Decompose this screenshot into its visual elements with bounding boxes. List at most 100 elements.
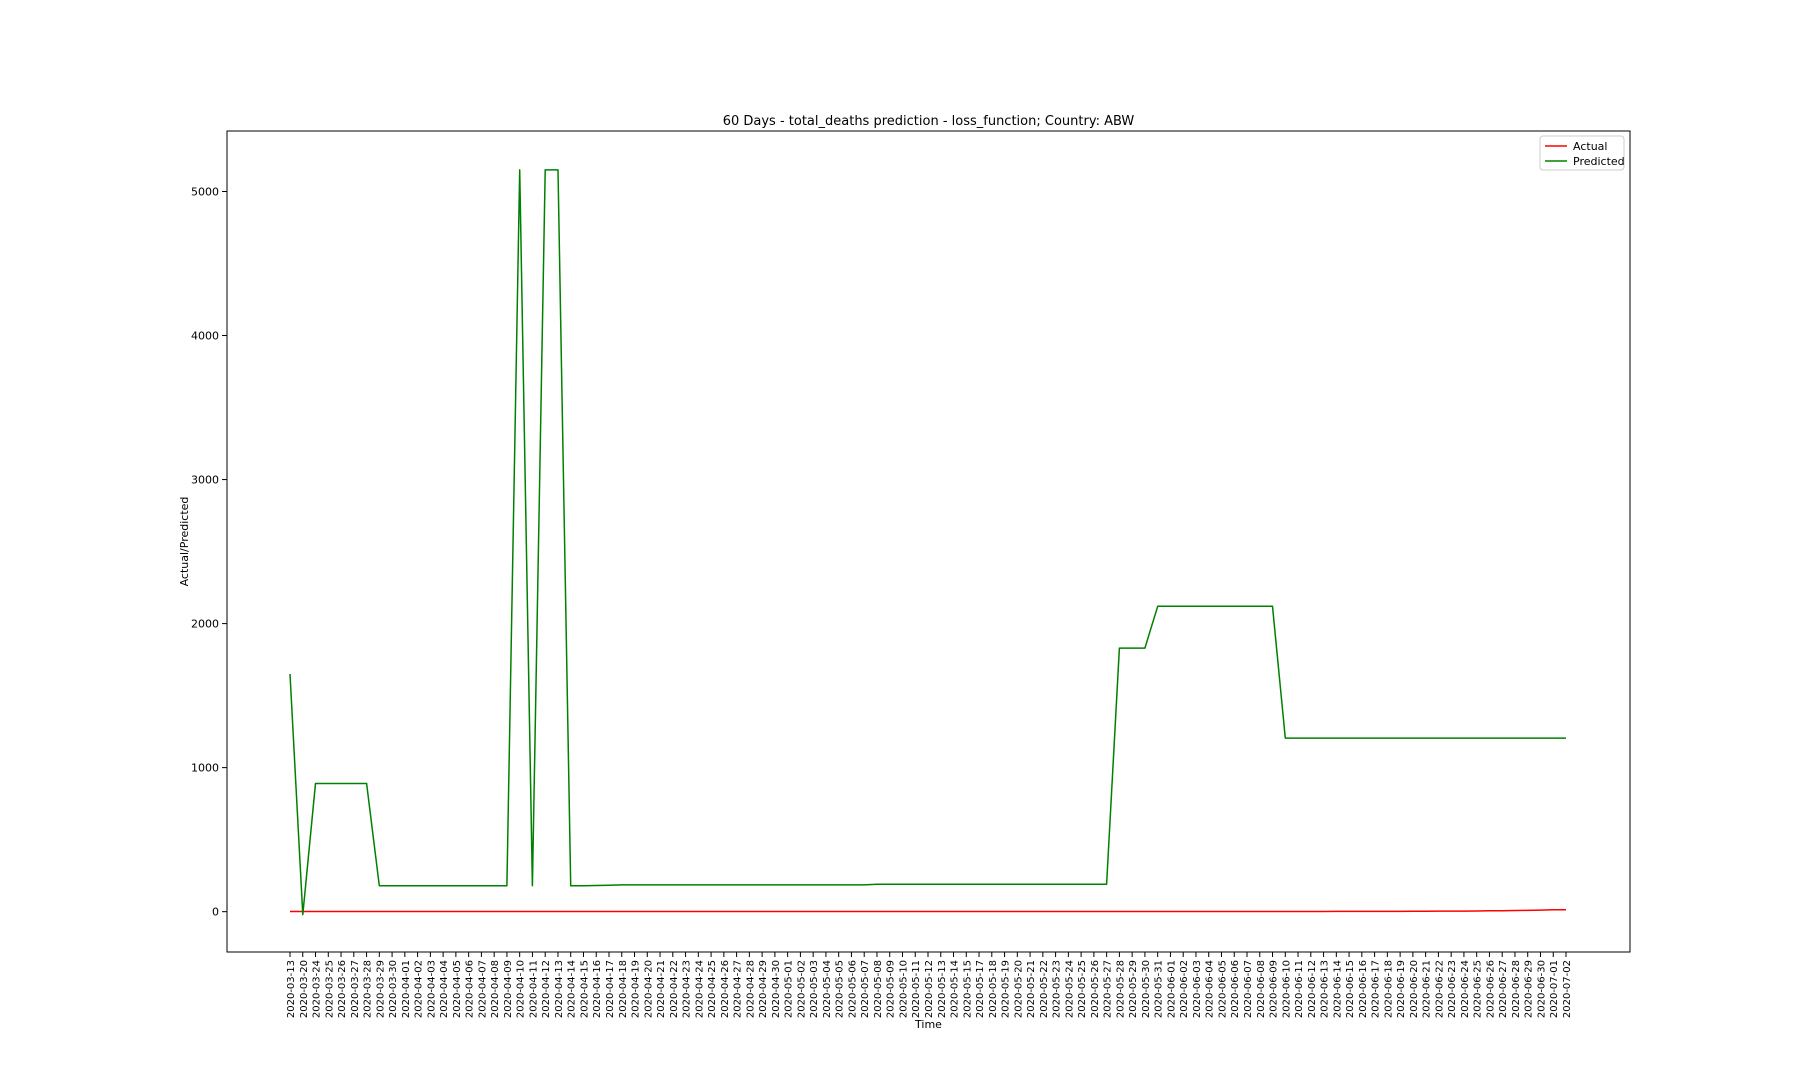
x-tick-label: 2020-04-14 (567, 960, 578, 1018)
x-tick-label: 2020-06-22 (1434, 960, 1445, 1018)
x-tick-label: 2020-04-13 (554, 960, 565, 1018)
x-tick-label: 2020-05-04 (822, 960, 833, 1018)
x-tick-label: 2020-05-24 (1064, 960, 1075, 1018)
y-tick-label: 1000 (191, 762, 219, 775)
x-tick-label: 2020-06-23 (1447, 960, 1458, 1018)
x-tick-label: 2020-05-11 (911, 960, 922, 1018)
x-tick-label: 2020-06-24 (1460, 960, 1471, 1018)
x-tick-label: 2020-06-07 (1243, 960, 1254, 1018)
x-tick-label: 2020-05-02 (796, 960, 807, 1018)
x-tick-label: 2020-06-20 (1409, 960, 1420, 1018)
x-tick-label: 2020-03-30 (388, 960, 399, 1018)
x-tick-label: 2020-05-21 (1026, 960, 1037, 1018)
x-tick-label: 2020-05-10 (898, 960, 909, 1018)
x-tick-label: 2020-06-01 (1166, 960, 1177, 1018)
x-tick-label: 2020-04-04 (439, 960, 450, 1018)
x-tick-label: 2020-05-31 (1154, 960, 1165, 1018)
x-tick-label: 2020-04-27 (733, 960, 744, 1018)
x-tick-label: 2020-06-06 (1230, 960, 1241, 1018)
x-tick-label: 2020-07-01 (1549, 960, 1560, 1018)
x-tick-label: 2020-04-30 (771, 960, 782, 1018)
x-tick-label: 2020-06-05 (1217, 960, 1228, 1018)
x-tick-label: 2020-05-23 (1052, 960, 1063, 1018)
x-tick-label: 2020-05-14 (950, 960, 961, 1018)
x-tick-label: 2020-04-24 (694, 960, 705, 1018)
x-tick-label: 2020-03-13 (286, 960, 297, 1018)
x-tick-label: 2020-06-04 (1205, 960, 1216, 1018)
x-tick-label: 2020-05-19 (1001, 960, 1012, 1018)
x-tick-label: 2020-06-29 (1524, 960, 1535, 1018)
x-tick-label: 2020-03-26 (337, 960, 348, 1018)
x-tick-label: 2020-05-06 (847, 960, 858, 1018)
x-tick-label: 2020-06-12 (1307, 960, 1318, 1018)
x-tick-label: 2020-06-10 (1281, 960, 1292, 1018)
x-tick-label: 2020-04-26 (720, 960, 731, 1018)
x-tick-label: 2020-05-20 (1013, 960, 1024, 1018)
x-tick-label: 2020-05-25 (1077, 960, 1088, 1018)
x-tick-label: 2020-05-12 (924, 960, 935, 1018)
x-tick-label: 2020-07-02 (1562, 960, 1573, 1018)
x-tick-label: 2020-06-25 (1473, 960, 1484, 1018)
series-layer (289, 169, 1567, 916)
x-tick-label: 2020-04-07 (477, 960, 488, 1018)
x-tick-label: 2020-04-02 (414, 960, 425, 1018)
x-tick-label: 2020-05-28 (1115, 960, 1126, 1018)
x-tick-label: 2020-04-10 (516, 960, 527, 1018)
x-tick-label: 2020-04-18 (618, 960, 629, 1018)
x-tick-label: 2020-06-09 (1269, 960, 1280, 1018)
x-tick-label: 2020-04-12 (541, 960, 552, 1018)
x-tick-label: 2020-05-09 (886, 960, 897, 1018)
y-tick-label: 2000 (191, 618, 219, 631)
y-tick-label: 0 (212, 906, 219, 919)
x-tick-label: 2020-04-08 (490, 960, 501, 1018)
x-tick-label: 2020-04-06 (465, 960, 476, 1018)
x-tick-label: 2020-06-11 (1294, 960, 1305, 1018)
legend: Actual Predicted (1539, 135, 1625, 171)
x-tick-label: 2020-04-29 (758, 960, 769, 1018)
x-tick-label: 2020-06-14 (1332, 960, 1343, 1018)
y-axis-label: Actual/Predicted (178, 497, 191, 587)
series-line-predicted (289, 169, 1566, 916)
chart-title: 60 Days - total_deaths prediction - loss… (723, 114, 1135, 129)
x-tick-label: 2020-05-08 (873, 960, 884, 1018)
x-tick-label: 2020-03-24 (312, 960, 323, 1018)
x-tick-label: 2020-06-30 (1536, 960, 1547, 1018)
x-tick-label: 2020-03-29 (375, 960, 386, 1018)
x-tick-label: 2020-06-18 (1383, 960, 1394, 1018)
x-tick-label: 2020-06-17 (1371, 960, 1382, 1018)
x-tick-label: 2020-06-21 (1422, 960, 1433, 1018)
x-tick-label: 2020-04-20 (643, 960, 654, 1018)
x-tick-label: 2020-06-26 (1485, 960, 1496, 1018)
x-axis-ticks: 2020-03-13 2020-03-20 2020-03-24 2020-03-25… (286, 952, 1573, 1018)
x-tick-label: 2020-06-02 (1179, 960, 1190, 1018)
x-tick-label: 2020-04-01 (401, 960, 412, 1018)
x-tick-label: 2020-04-28 (745, 960, 756, 1018)
y-axis-ticks: 0 1000 2000 3000 4000 5000 (191, 185, 227, 919)
x-tick-label: 2020-06-15 (1345, 960, 1356, 1018)
x-tick-label: 2020-05-18 (988, 960, 999, 1018)
x-tick-label: 2020-03-27 (350, 960, 361, 1018)
x-tick-label: 2020-05-26 (1090, 960, 1101, 1018)
x-tick-label: 2020-04-21 (656, 960, 667, 1018)
x-tick-label: 2020-04-11 (528, 960, 539, 1018)
x-tick-label: 2020-04-03 (426, 960, 437, 1018)
y-tick-label: 3000 (191, 474, 219, 487)
x-tick-label: 2020-03-28 (363, 960, 374, 1018)
x-tick-label: 2020-05-15 (962, 960, 973, 1018)
x-tick-label: 2020-03-20 (299, 960, 310, 1018)
x-tick-label: 2020-06-13 (1320, 960, 1331, 1018)
x-tick-label: 2020-04-09 (503, 960, 514, 1018)
x-tick-label: 2020-05-07 (860, 960, 871, 1018)
series-line-actual (290, 908, 1567, 913)
x-tick-label: 2020-05-13 (937, 960, 948, 1018)
y-tick-label: 4000 (191, 330, 219, 343)
x-tick-label: 2020-04-15 (579, 960, 590, 1018)
x-tick-label: 2020-04-16 (592, 960, 603, 1018)
x-tick-label: 2020-04-19 (631, 960, 642, 1018)
plot-frame (226, 130, 1631, 953)
x-tick-label: 2020-04-23 (682, 960, 693, 1018)
x-tick-label: 2020-03-25 (324, 960, 335, 1018)
x-tick-label: 2020-06-28 (1511, 960, 1522, 1018)
x-tick-label: 2020-05-05 (835, 960, 846, 1018)
